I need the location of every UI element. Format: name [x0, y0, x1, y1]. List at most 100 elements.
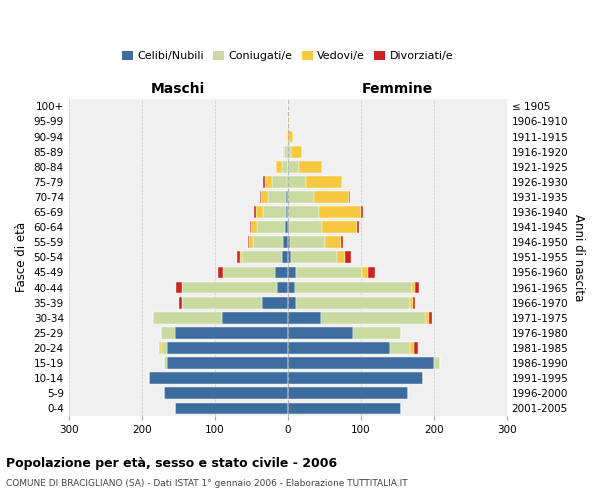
Bar: [287, 282, 295, 294]
Bar: [287, 357, 434, 369]
Bar: [275, 266, 287, 278]
Bar: [250, 222, 251, 233]
Bar: [277, 282, 287, 294]
Legend: Celibi/Nubili, Coniugati/e, Vedovi/e, Divorziati/e: Celibi/Nubili, Coniugati/e, Vedovi/e, Di…: [119, 47, 457, 64]
Bar: [292, 146, 302, 158]
Text: Femmine: Femmine: [362, 82, 433, 96]
Bar: [256, 206, 263, 218]
Bar: [268, 191, 286, 203]
Bar: [262, 297, 287, 308]
Bar: [346, 252, 351, 263]
Bar: [236, 252, 239, 263]
Bar: [415, 282, 419, 294]
Bar: [164, 357, 167, 369]
Bar: [322, 222, 357, 233]
Bar: [253, 236, 283, 248]
Bar: [287, 222, 289, 233]
Bar: [161, 327, 175, 339]
Bar: [287, 312, 320, 324]
Bar: [249, 236, 253, 248]
Bar: [390, 342, 410, 354]
Bar: [251, 222, 257, 233]
Bar: [337, 252, 346, 263]
Bar: [320, 312, 427, 324]
Bar: [287, 388, 408, 399]
Bar: [152, 312, 222, 324]
Bar: [167, 342, 287, 354]
Bar: [287, 176, 306, 188]
Bar: [283, 236, 287, 248]
Bar: [159, 342, 161, 354]
Bar: [296, 266, 362, 278]
Bar: [287, 116, 289, 128]
Bar: [161, 342, 167, 354]
Bar: [292, 252, 337, 263]
Bar: [289, 206, 319, 218]
Bar: [289, 191, 314, 203]
Bar: [286, 206, 287, 218]
Bar: [286, 130, 287, 142]
Bar: [412, 282, 415, 294]
Bar: [414, 342, 418, 354]
Bar: [296, 297, 410, 308]
Bar: [182, 297, 262, 308]
Bar: [287, 402, 401, 414]
Bar: [306, 176, 343, 188]
Bar: [410, 297, 413, 308]
Bar: [242, 252, 282, 263]
Bar: [260, 191, 268, 203]
Bar: [289, 130, 293, 142]
Bar: [167, 357, 287, 369]
Bar: [222, 312, 287, 324]
Bar: [284, 146, 287, 158]
Bar: [283, 146, 284, 158]
Bar: [285, 222, 287, 233]
Bar: [254, 206, 256, 218]
Bar: [287, 146, 292, 158]
Bar: [287, 266, 296, 278]
Bar: [282, 161, 287, 172]
Bar: [175, 327, 287, 339]
Bar: [263, 206, 286, 218]
Bar: [175, 402, 287, 414]
Bar: [223, 266, 275, 278]
Bar: [428, 312, 432, 324]
Bar: [164, 388, 287, 399]
Bar: [287, 297, 296, 308]
Bar: [362, 266, 368, 278]
Bar: [287, 161, 299, 172]
Bar: [248, 236, 249, 248]
Bar: [182, 282, 277, 294]
Bar: [287, 191, 289, 203]
Text: Popolazione per età, sesso e stato civile - 2006: Popolazione per età, sesso e stato civil…: [6, 458, 337, 470]
Bar: [368, 266, 376, 278]
Bar: [319, 206, 361, 218]
Bar: [257, 222, 285, 233]
Bar: [287, 236, 290, 248]
Y-axis label: Fasce di età: Fasce di età: [15, 222, 28, 292]
Bar: [349, 191, 350, 203]
Bar: [353, 327, 401, 339]
Bar: [413, 297, 415, 308]
Bar: [286, 191, 287, 203]
Bar: [276, 161, 282, 172]
Bar: [427, 312, 428, 324]
Bar: [361, 206, 363, 218]
Bar: [287, 206, 289, 218]
Bar: [239, 252, 242, 263]
Bar: [295, 282, 412, 294]
Bar: [325, 236, 341, 248]
Bar: [176, 282, 182, 294]
Bar: [287, 327, 353, 339]
Bar: [287, 342, 390, 354]
Text: COMUNE DI BRACIGLIANO (SA) - Dati ISTAT 1° gennaio 2006 - Elaborazione TUTTITALI: COMUNE DI BRACIGLIANO (SA) - Dati ISTAT …: [6, 479, 407, 488]
Text: Maschi: Maschi: [151, 82, 205, 96]
Bar: [287, 252, 292, 263]
Bar: [272, 176, 287, 188]
Bar: [434, 357, 440, 369]
Bar: [341, 236, 343, 248]
Bar: [289, 222, 322, 233]
Bar: [410, 342, 414, 354]
Bar: [263, 176, 265, 188]
Bar: [290, 236, 325, 248]
